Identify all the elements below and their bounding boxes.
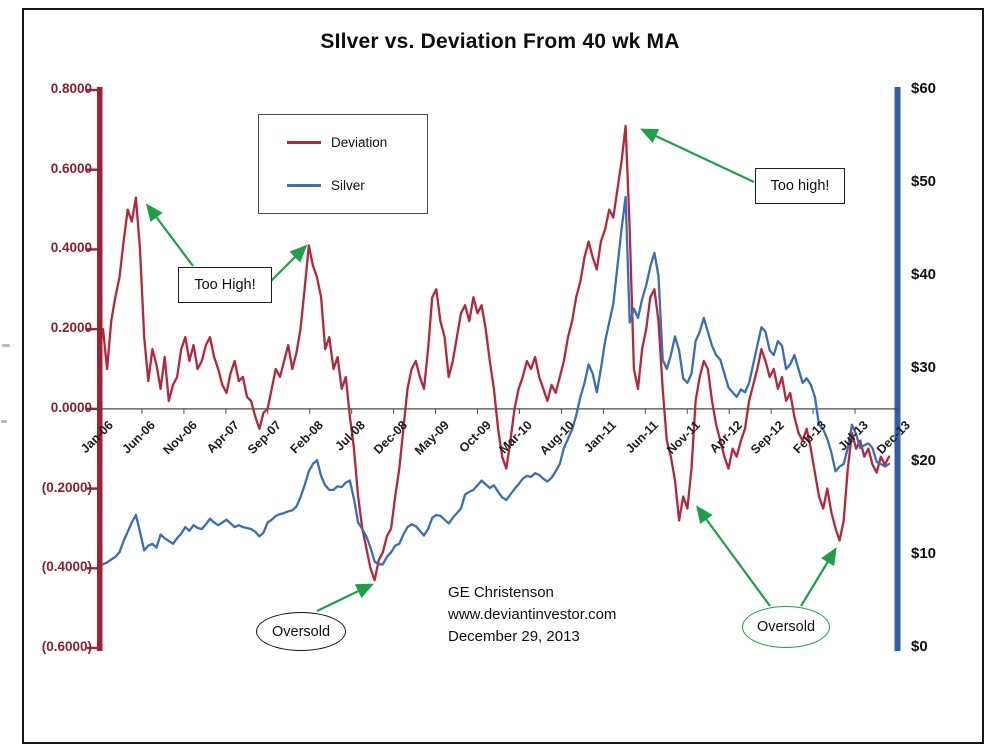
series-lines <box>101 124 891 582</box>
left-axis-label: 0.4000 <box>50 240 92 256</box>
right-axis-label: $40 <box>911 266 937 283</box>
arrow-oversold-2011 <box>696 505 771 607</box>
scan-artifact <box>2 344 10 347</box>
scan-artifact <box>1 420 7 423</box>
left-axis-label: 0.6000 <box>50 160 92 176</box>
arrow-too-high-2008 <box>270 244 308 282</box>
left-axis-label: 0.2000 <box>50 320 92 336</box>
right-axis-label: $60 <box>911 80 937 97</box>
left-axis-label: 0.8000 <box>50 81 92 96</box>
right-axis-label: $20 <box>911 452 937 469</box>
scan-border <box>22 8 984 744</box>
deviation-series-line <box>101 124 891 582</box>
left-axis-label: (0.2000) <box>41 479 92 495</box>
legend-label-deviation: Deviation <box>331 135 388 150</box>
silver-line-sample <box>287 184 321 187</box>
arrow-too-high-2011 <box>640 128 755 183</box>
annotation-oversold-2008: Oversold <box>256 612 346 651</box>
legend-item-deviation: Deviation <box>287 135 427 150</box>
arrow-oversold-2008 <box>316 583 374 612</box>
axis-tick-marks <box>87 88 898 650</box>
right-axis-label: $30 <box>911 359 937 376</box>
credit-author: GE Christenson <box>448 584 554 601</box>
right-axis-label: $0 <box>911 638 928 655</box>
credit-block: GE Christenson www.deviantinvestor.com D… <box>448 582 616 647</box>
left-axis-label: (0.6000) <box>41 639 92 654</box>
annotation-too-high-left: Too High! <box>178 267 272 303</box>
deviation-line-sample <box>287 141 321 144</box>
right-axis-label: $10 <box>911 545 937 562</box>
annotation-oversold-right: Oversold <box>742 606 830 648</box>
credit-date: December 29, 2013 <box>448 627 580 645</box>
arrow-oversold-2013 <box>800 547 837 607</box>
arrow-too-high-2006 <box>146 203 194 267</box>
legend-item-silver: Silver <box>287 178 427 193</box>
left-axis-label: (0.4000) <box>41 559 92 575</box>
annotation-arrows <box>146 128 837 612</box>
silver-series-line <box>101 195 891 566</box>
annotation-too-high-right: Too high! <box>755 168 845 204</box>
credit-site: www.deviantinvestor.com <box>448 605 617 623</box>
left-axis-line <box>97 87 103 651</box>
right-axis-label: $50 <box>911 173 937 190</box>
legend: Deviation Silver <box>258 114 428 214</box>
chart-title: SIlver vs. Deviation From 40 wk MA <box>320 30 680 53</box>
legend-label-silver: Silver <box>331 178 365 193</box>
right-axis-line <box>894 87 901 651</box>
left-axis-label: 0.0000 <box>50 399 92 415</box>
